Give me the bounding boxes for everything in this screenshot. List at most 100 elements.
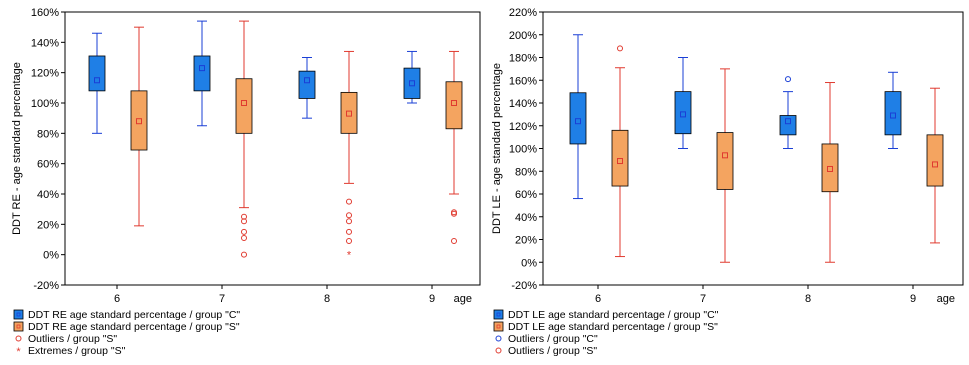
box-group-S-8 [340, 50, 358, 184]
median-marker [451, 100, 457, 106]
legend-label: Outliers / group "S" [508, 345, 597, 357]
outlier-point [346, 212, 352, 219]
median-marker [617, 158, 623, 165]
outlier-point [346, 238, 352, 245]
median-marker [136, 118, 142, 125]
legend-label: Outliers / group "S" [28, 333, 117, 345]
y-tick-label: 20% [515, 235, 537, 247]
box-group-S-8 [821, 82, 839, 263]
y-tick-label: 200% [509, 30, 537, 42]
outlier-point [785, 76, 791, 83]
plot-area [64, 11, 481, 286]
legend-label: Extremes / group "S" [28, 345, 126, 357]
right-chart-panel: -20% 0% 20% 40% 60% 80% 100% 120% 140% 160% 180% 20… [491, 7, 964, 357]
median-marker [827, 165, 833, 172]
legend-swatch-marker [16, 324, 21, 329]
y-tick-label: 0% [521, 257, 537, 269]
legend-swatch-marker [16, 312, 21, 317]
legend-swatch-marker [496, 312, 501, 317]
legend-item: DDT RE age standard percentage / group "… [13, 309, 240, 321]
legend-item: Outliers / group "S" [495, 345, 597, 357]
box [193, 55, 211, 92]
y-tick-label: 60% [515, 189, 537, 201]
box-group-C-8 [779, 91, 797, 149]
box-group-S-6 [611, 67, 629, 258]
legend-item: DDT LE age standard percentage / group "… [493, 321, 718, 333]
legend-label: DDT LE age standard percentage / group "… [508, 321, 718, 333]
median-marker [304, 77, 310, 84]
box [403, 67, 421, 99]
x-tick-label: 8 [805, 293, 811, 305]
box-group-C-7 [193, 20, 211, 127]
median-marker [241, 100, 247, 106]
box-group-C-9 [403, 50, 421, 104]
legend-outlier-symbol [495, 347, 502, 354]
box [674, 91, 692, 135]
y-tick-label: 40% [515, 212, 537, 224]
box-group-S-6 [130, 26, 148, 227]
x-tick-label: 9 [429, 293, 435, 305]
median-marker [94, 77, 100, 84]
outlier-point [346, 228, 352, 235]
box-group-S-9 [926, 87, 944, 244]
box-group-C-7 [674, 57, 692, 149]
median-marker [890, 112, 896, 119]
y-tick-label: 140% [31, 37, 59, 49]
y-tick-label: -20% [33, 280, 59, 292]
median-marker [199, 65, 205, 72]
extreme-point: * [347, 250, 352, 262]
box-group-C-6 [88, 32, 106, 134]
y-tick-label: 160% [509, 75, 537, 87]
median-marker [932, 161, 938, 168]
box [298, 70, 316, 99]
box [235, 78, 253, 134]
outlier-point [451, 210, 457, 217]
y-tick-label: 0% [43, 250, 59, 262]
legend-swatch [13, 321, 24, 332]
y-tick-label: -20% [511, 280, 537, 292]
outlier-point [241, 251, 247, 258]
legend-item: DDT LE age standard percentage / group "… [493, 309, 719, 321]
x-tick-label: 8 [324, 293, 330, 305]
y-tick-label: 100% [509, 144, 537, 156]
left-chart-panel: -20% 0% 20% 40% 60% 80% 100% 120% 140% 160% DDT RE… [11, 7, 481, 358]
y-tick-label: 20% [37, 219, 59, 231]
legend-label: DDT RE age standard percentage / group "… [28, 309, 240, 321]
legend-label: Outliers / group "C" [508, 333, 598, 345]
legend-extreme-symbol: * [16, 346, 21, 358]
y-tick-label: 40% [37, 189, 59, 201]
box-group-S-9 [445, 50, 463, 195]
legend-swatch [493, 321, 504, 332]
median-marker [409, 80, 415, 87]
y-tick-label: 80% [515, 166, 537, 178]
legend-swatch-marker [496, 324, 501, 329]
y-tick-label: 80% [37, 128, 59, 140]
x-tick-label: 7 [219, 293, 225, 305]
box [340, 91, 358, 134]
legend-item: * Extremes / group "S" [16, 345, 125, 358]
box-group-C-8 [298, 57, 316, 119]
outlier-point [241, 218, 247, 225]
y-tick-label: 180% [509, 53, 537, 65]
outlier-point [617, 45, 623, 52]
outlier-point [241, 234, 247, 241]
x-axis-title: age [937, 293, 955, 305]
legend-label: DDT RE age standard percentage / group "… [28, 321, 240, 333]
box-group-S-7 [716, 68, 734, 263]
box [821, 143, 839, 193]
outlier-point [241, 228, 247, 235]
y-tick-label: 220% [509, 7, 537, 19]
median-marker [785, 118, 791, 125]
outlier-point [346, 218, 352, 225]
y-tick-label: 100% [31, 98, 59, 110]
legend-item: DDT RE age standard percentage / group "… [13, 321, 240, 333]
x-tick-label: 7 [700, 293, 706, 305]
legend-item: Outliers / group "S" [15, 333, 117, 345]
legend-outlier-symbol [15, 335, 22, 342]
y-axis-title: DDT LE - age standard percentage [491, 63, 503, 234]
x-tick-label: 9 [910, 293, 916, 305]
x-axis-title: age [454, 293, 472, 305]
y-tick-label: 140% [509, 98, 537, 110]
